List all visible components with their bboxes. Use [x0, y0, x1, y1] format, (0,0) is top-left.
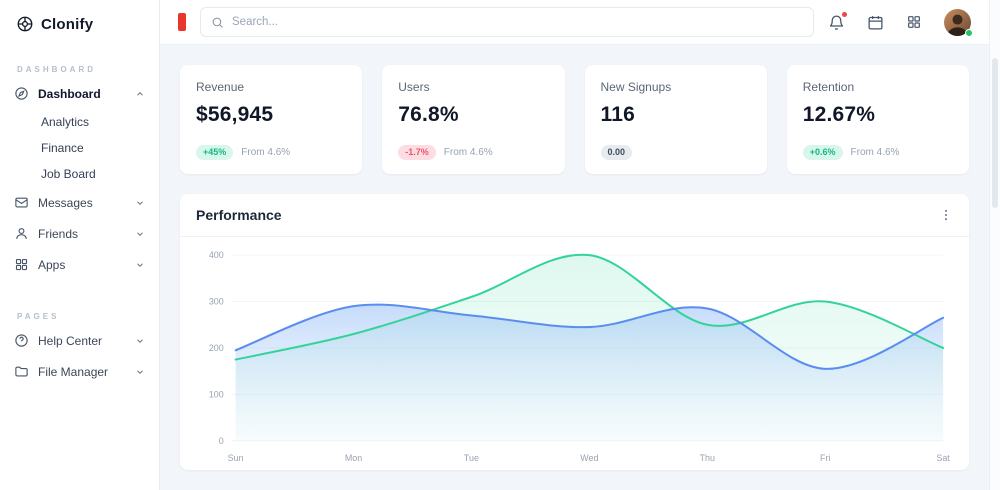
- stat-card-revenue: Revenue $56,945 +45% From 4.6%: [180, 65, 363, 174]
- logo-wheel-icon: [16, 15, 34, 33]
- sidebar-item-label: Messages: [38, 195, 93, 210]
- stat-title: Retention: [802, 80, 855, 94]
- vertical-scrollbar: [989, 0, 1000, 490]
- topbar-actions: [828, 8, 973, 37]
- search-bar: [200, 7, 814, 37]
- sidebar-item-help-center[interactable]: Help Center: [0, 325, 159, 356]
- stat-cards-row: Revenue $56,945 +45% From 4.6% Users 76.…: [180, 65, 969, 174]
- stat-value: 12.67%: [802, 103, 876, 126]
- chevron-down-icon: [135, 367, 145, 377]
- sidebar-toggle[interactable]: [178, 13, 186, 31]
- stat-card-new-signups: New Signups 116 0.00: [584, 65, 767, 174]
- chevron-down-icon: [135, 336, 145, 346]
- folder-icon: [14, 364, 29, 379]
- notification-dot: [842, 11, 847, 17]
- performance-title: Performance: [196, 207, 282, 223]
- stat-card-users: Users 76.8% -1.7% From 4.6%: [382, 65, 565, 174]
- stat-card-retention: Retention 12.67% +0.6% From 4.6%: [786, 65, 969, 174]
- trend-badge: 0.00: [600, 144, 633, 160]
- sidebar-item-apps[interactable]: Apps: [0, 249, 159, 280]
- sidebar-item-label: Apps: [38, 257, 66, 272]
- user-avatar[interactable]: [944, 8, 973, 37]
- stat-title: Revenue: [196, 80, 245, 94]
- svg-text:300: 300: [209, 296, 224, 306]
- svg-text:Fri: Fri: [820, 453, 830, 463]
- main-area: Revenue $56,945 +45% From 4.6% Users 76.…: [160, 0, 989, 490]
- online-status-dot: [965, 28, 973, 37]
- stat-value: 76.8%: [398, 103, 459, 126]
- section-label-dashboard: DASHBOARD: [17, 65, 96, 74]
- calendar-button[interactable]: [867, 14, 884, 31]
- dashboard-compass-icon: [14, 86, 29, 101]
- help-circle-icon: [14, 333, 29, 348]
- stat-note: From 4.6%: [241, 146, 291, 158]
- sidebar-item-label: Friends: [38, 226, 79, 241]
- stat-value: $56,945: [196, 103, 274, 126]
- svg-text:Tue: Tue: [464, 453, 479, 463]
- area-chart: 0 100 200 300 400 Sun Mon Tue Wed Thu Fri Sat: [209, 250, 950, 463]
- svg-text:Wed: Wed: [580, 453, 598, 463]
- sidebar-item-label: File Manager: [38, 364, 109, 379]
- brand-logo[interactable]: Clonify: [0, 13, 159, 33]
- svg-text:Thu: Thu: [700, 453, 715, 463]
- search-icon: [211, 16, 224, 29]
- chevron-down-icon: [135, 198, 145, 208]
- topbar: [160, 0, 989, 45]
- grid-icon: [14, 257, 29, 272]
- chevron-down-icon: [135, 260, 145, 270]
- performance-card: Performance: [180, 194, 969, 470]
- stat-note: From 4.6%: [850, 146, 900, 158]
- sidebar: Clonify DASHBOARD Dashboard Analytics Fi…: [0, 0, 160, 490]
- stat-note: From 4.6%: [443, 146, 493, 158]
- apps-launcher-button[interactable]: [906, 14, 922, 30]
- sidebar-item-label: Help Center: [38, 333, 103, 348]
- sidebar-item-finance[interactable]: Finance: [41, 141, 84, 155]
- sidebar-item-label: Dashboard: [38, 86, 101, 101]
- svg-text:Sun: Sun: [228, 453, 244, 463]
- sidebar-item-dashboard[interactable]: Dashboard: [0, 78, 159, 109]
- trend-badge: -1.7%: [398, 144, 436, 160]
- sidebar-item-messages[interactable]: Messages: [0, 187, 159, 218]
- sidebar-item-file-manager[interactable]: File Manager: [0, 356, 159, 387]
- trend-badge: +45%: [196, 144, 234, 160]
- performance-header: Performance: [180, 194, 969, 237]
- svg-text:200: 200: [209, 343, 224, 353]
- envelope-icon: [14, 195, 29, 210]
- stat-value: 116: [600, 103, 635, 126]
- chevron-up-icon: [135, 89, 145, 99]
- performance-chart: 0 100 200 300 400 Sun Mon Tue Wed Thu Fri Sat: [180, 237, 969, 470]
- section-label-pages: PAGES: [17, 312, 60, 321]
- search-input[interactable]: [232, 16, 803, 28]
- svg-text:Mon: Mon: [345, 453, 362, 463]
- svg-text:100: 100: [209, 389, 224, 399]
- stat-title: Users: [398, 80, 430, 94]
- dashboard-content: Revenue $56,945 +45% From 4.6% Users 76.…: [160, 45, 989, 490]
- notifications-button[interactable]: [828, 11, 847, 31]
- trend-badge: +0.6%: [802, 144, 843, 160]
- svg-text:400: 400: [209, 250, 224, 260]
- svg-text:0: 0: [219, 436, 224, 446]
- kebab-menu-icon[interactable]: [939, 208, 953, 222]
- scrollbar-thumb[interactable]: [992, 58, 998, 208]
- sidebar-item-analytics[interactable]: Analytics: [41, 115, 90, 129]
- brand-name: Clonify: [41, 15, 94, 33]
- sidebar-item-friends[interactable]: Friends: [0, 218, 159, 249]
- svg-text:Sat: Sat: [936, 453, 950, 463]
- sidebar-item-job-board[interactable]: Job Board: [41, 167, 96, 181]
- person-icon: [14, 226, 29, 241]
- stat-title: New Signups: [600, 80, 672, 94]
- chevron-down-icon: [135, 229, 145, 239]
